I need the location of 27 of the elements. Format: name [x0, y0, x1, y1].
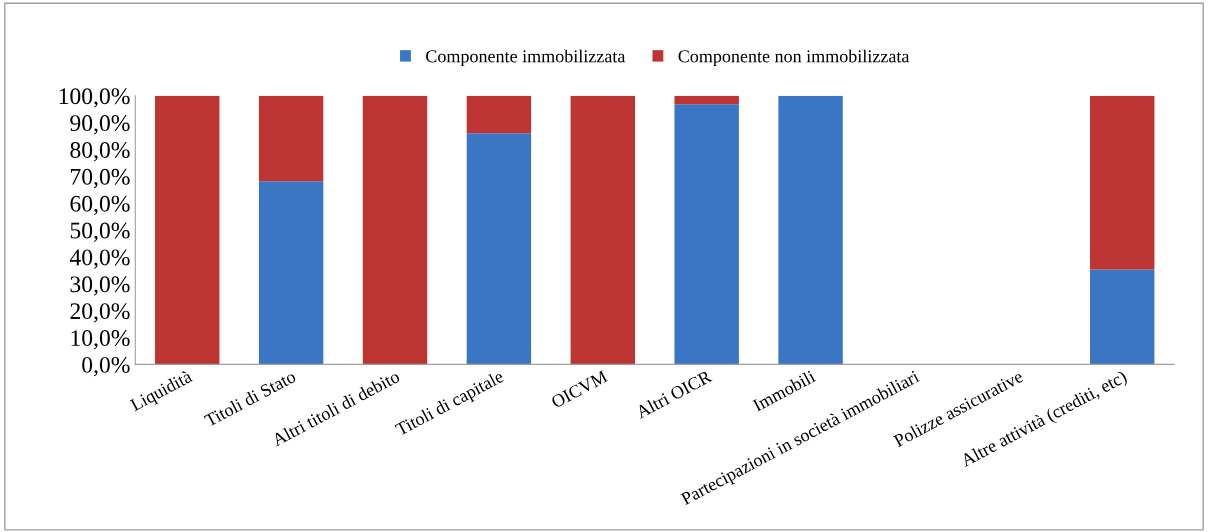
y-tick-label: 80,0% — [70, 141, 130, 162]
y-tick-label: 40,0% — [69, 249, 130, 269]
y-tick-label: 50,0% — [70, 222, 130, 242]
y-tick-label: 0,0% — [82, 356, 130, 377]
bar — [258, 181, 324, 365]
bar — [674, 104, 739, 365]
y-tick-label: 100,0% — [59, 88, 130, 108]
y-tick-label: 30,0% — [70, 276, 130, 296]
y-tick-label: 10,0% — [71, 330, 130, 350]
x-tick-label: Altri OICR — [634, 369, 713, 419]
legend-label: Componente non immobilizzata — [678, 49, 910, 67]
bar — [570, 95, 635, 365]
y-tick-label: 20,0% — [70, 303, 130, 323]
bar — [674, 95, 739, 105]
bar — [466, 133, 532, 365]
bar — [362, 95, 428, 365]
bar — [466, 95, 532, 134]
y-tick-label: 90,0% — [70, 115, 130, 135]
bar — [258, 95, 324, 182]
bar — [155, 95, 220, 365]
x-tick-label: Titoli di Stato — [203, 369, 297, 428]
bar — [1090, 95, 1155, 270]
legend-label: Componente immobilizzata — [426, 49, 626, 67]
bar — [778, 95, 843, 365]
y-tick-label: 60,0% — [70, 195, 130, 216]
bar — [1090, 269, 1155, 365]
y-tick-label: 70,0% — [71, 168, 130, 189]
